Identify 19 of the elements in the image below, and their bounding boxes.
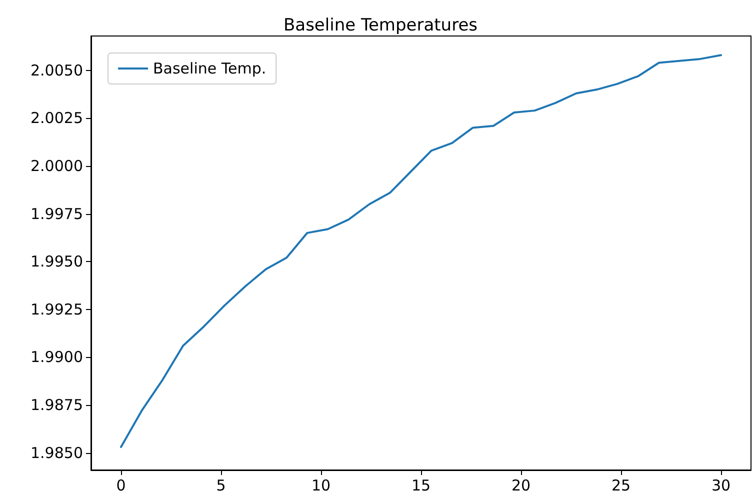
chart-title: Baseline Temperatures xyxy=(283,16,478,36)
x-tick-label: 0 xyxy=(116,476,126,494)
y-tick-label: 1.9975 xyxy=(30,204,83,223)
x-tick-label: 10 xyxy=(311,476,331,494)
x-tick-label: 25 xyxy=(611,476,631,494)
y-tick-label: 1.9900 xyxy=(30,348,83,366)
x-tick-label: 20 xyxy=(511,476,531,494)
y-tick-label: 1.9925 xyxy=(30,300,83,318)
y-tick-label: 2.0000 xyxy=(30,157,83,176)
y-tick-label: 1.9850 xyxy=(30,444,83,462)
legend-label: Baseline Temp. xyxy=(153,60,266,78)
y-tick-label: 1.9950 xyxy=(30,252,83,271)
x-tick-label: 30 xyxy=(711,476,731,494)
y-tick-label: 2.0050 xyxy=(30,61,83,80)
x-tick-label: 15 xyxy=(411,476,431,494)
x-tick-label: 5 xyxy=(216,476,226,494)
line-series xyxy=(120,54,722,448)
y-tick-label: 2.0025 xyxy=(30,109,83,128)
y-tick-label: 1.9875 xyxy=(30,396,83,414)
